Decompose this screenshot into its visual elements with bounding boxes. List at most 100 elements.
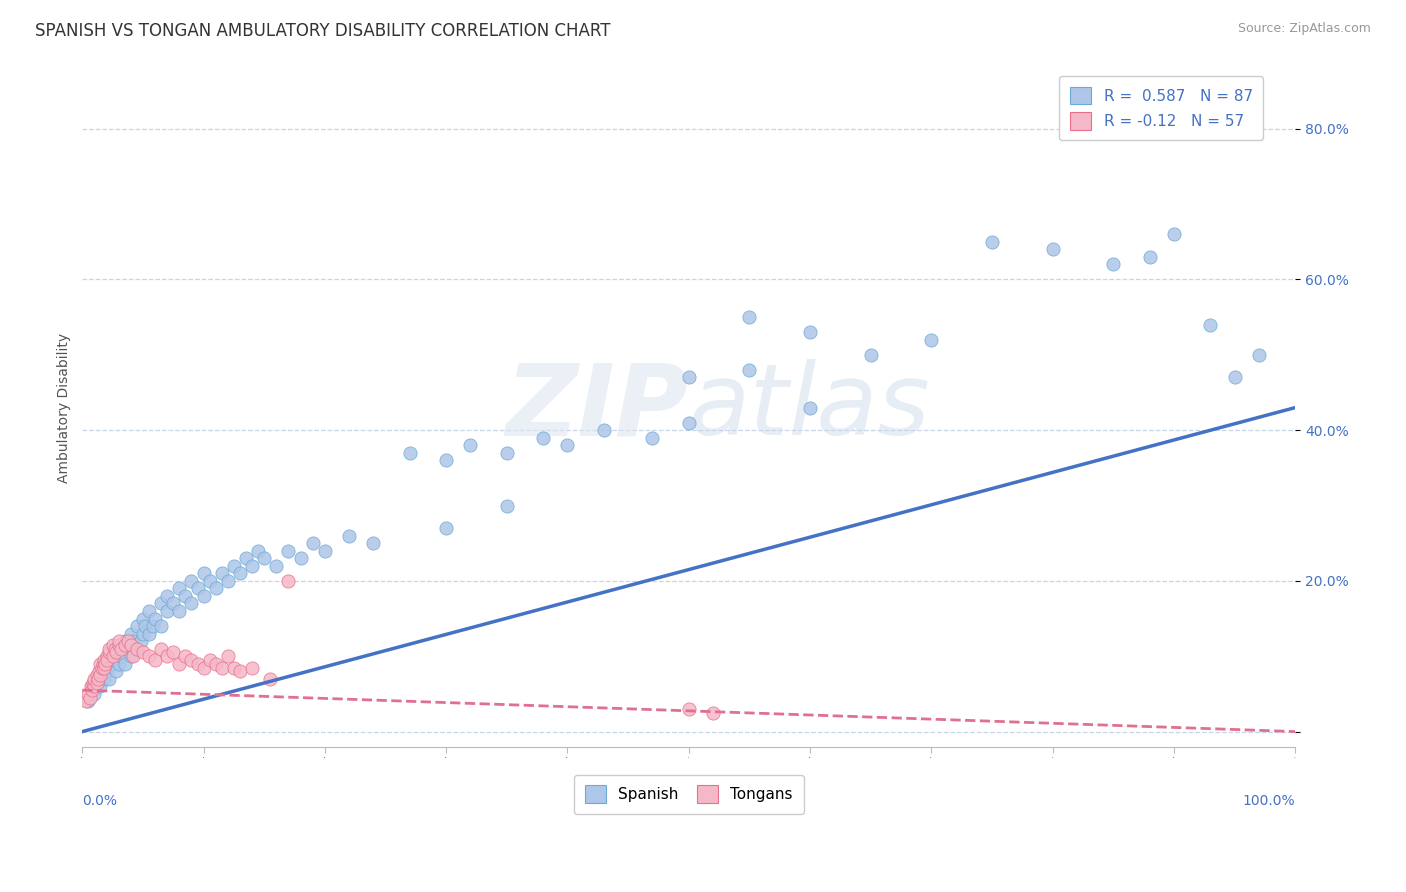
Point bbox=[122, 649, 145, 664]
Point bbox=[89, 668, 111, 682]
Point bbox=[107, 657, 129, 671]
Point bbox=[434, 453, 457, 467]
Point bbox=[1247, 348, 1270, 362]
Point bbox=[86, 672, 108, 686]
Text: ZIP: ZIP bbox=[506, 359, 689, 456]
Point bbox=[75, 694, 97, 708]
Point bbox=[156, 604, 179, 618]
Point bbox=[277, 543, 299, 558]
Point bbox=[174, 649, 197, 664]
Point bbox=[96, 649, 118, 664]
Point bbox=[217, 574, 239, 588]
Point bbox=[104, 641, 127, 656]
Point bbox=[107, 638, 129, 652]
Point bbox=[198, 574, 221, 588]
Point bbox=[143, 611, 166, 625]
Text: 100.0%: 100.0% bbox=[1243, 794, 1295, 808]
Point bbox=[138, 604, 160, 618]
Point bbox=[101, 649, 124, 664]
Point bbox=[89, 665, 111, 679]
Point bbox=[211, 566, 233, 581]
Point bbox=[211, 660, 233, 674]
Point bbox=[138, 649, 160, 664]
Point bbox=[83, 679, 105, 693]
Point bbox=[98, 672, 121, 686]
Point bbox=[859, 348, 882, 362]
Point bbox=[125, 619, 148, 633]
Point bbox=[132, 645, 155, 659]
Point bbox=[120, 638, 142, 652]
Point bbox=[77, 694, 100, 708]
Point bbox=[193, 566, 215, 581]
Point bbox=[117, 634, 139, 648]
Point bbox=[114, 634, 136, 648]
Point bbox=[222, 558, 245, 573]
Point bbox=[592, 423, 614, 437]
Point bbox=[337, 529, 360, 543]
Point bbox=[101, 657, 124, 671]
Point bbox=[314, 543, 336, 558]
Point bbox=[235, 551, 257, 566]
Point bbox=[93, 672, 115, 686]
Point bbox=[110, 641, 132, 656]
Point bbox=[229, 665, 252, 679]
Point bbox=[169, 582, 191, 596]
Point bbox=[222, 660, 245, 674]
Point bbox=[77, 687, 100, 701]
Point bbox=[150, 619, 173, 633]
Point bbox=[217, 649, 239, 664]
Point bbox=[1139, 250, 1161, 264]
Point bbox=[253, 551, 276, 566]
Point bbox=[180, 653, 202, 667]
Point bbox=[110, 649, 132, 664]
Point bbox=[180, 597, 202, 611]
Point bbox=[1163, 227, 1185, 242]
Point bbox=[1102, 257, 1125, 271]
Legend: Spanish, Tongans: Spanish, Tongans bbox=[574, 774, 804, 814]
Point bbox=[460, 438, 482, 452]
Point bbox=[247, 543, 270, 558]
Point bbox=[80, 679, 103, 693]
Point bbox=[702, 706, 724, 720]
Point bbox=[678, 370, 700, 384]
Point bbox=[495, 446, 517, 460]
Point bbox=[107, 641, 129, 656]
Point bbox=[87, 672, 110, 686]
Point bbox=[156, 649, 179, 664]
Point bbox=[150, 641, 173, 656]
Point bbox=[120, 626, 142, 640]
Point bbox=[80, 679, 103, 693]
Point bbox=[90, 660, 112, 674]
Point bbox=[162, 597, 184, 611]
Point bbox=[678, 702, 700, 716]
Text: atlas: atlas bbox=[689, 359, 931, 456]
Point bbox=[557, 438, 579, 452]
Point bbox=[738, 310, 761, 325]
Point bbox=[799, 401, 821, 415]
Point bbox=[169, 604, 191, 618]
Point bbox=[101, 638, 124, 652]
Point bbox=[363, 536, 385, 550]
Point bbox=[89, 657, 111, 671]
Point bbox=[738, 363, 761, 377]
Point bbox=[120, 649, 142, 664]
Point bbox=[105, 665, 128, 679]
Point bbox=[82, 675, 104, 690]
Point bbox=[101, 649, 124, 664]
Point bbox=[91, 657, 114, 671]
Point bbox=[641, 431, 664, 445]
Point bbox=[86, 668, 108, 682]
Point bbox=[1223, 370, 1246, 384]
Point bbox=[240, 558, 263, 573]
Point bbox=[531, 431, 554, 445]
Y-axis label: Ambulatory Disability: Ambulatory Disability bbox=[58, 333, 72, 483]
Point bbox=[150, 597, 173, 611]
Point bbox=[98, 641, 121, 656]
Point bbox=[93, 660, 115, 674]
Point bbox=[174, 589, 197, 603]
Point bbox=[398, 446, 420, 460]
Point bbox=[678, 416, 700, 430]
Point bbox=[204, 657, 226, 671]
Text: SPANISH VS TONGAN AMBULATORY DISABILITY CORRELATION CHART: SPANISH VS TONGAN AMBULATORY DISABILITY … bbox=[35, 22, 610, 40]
Point bbox=[96, 665, 118, 679]
